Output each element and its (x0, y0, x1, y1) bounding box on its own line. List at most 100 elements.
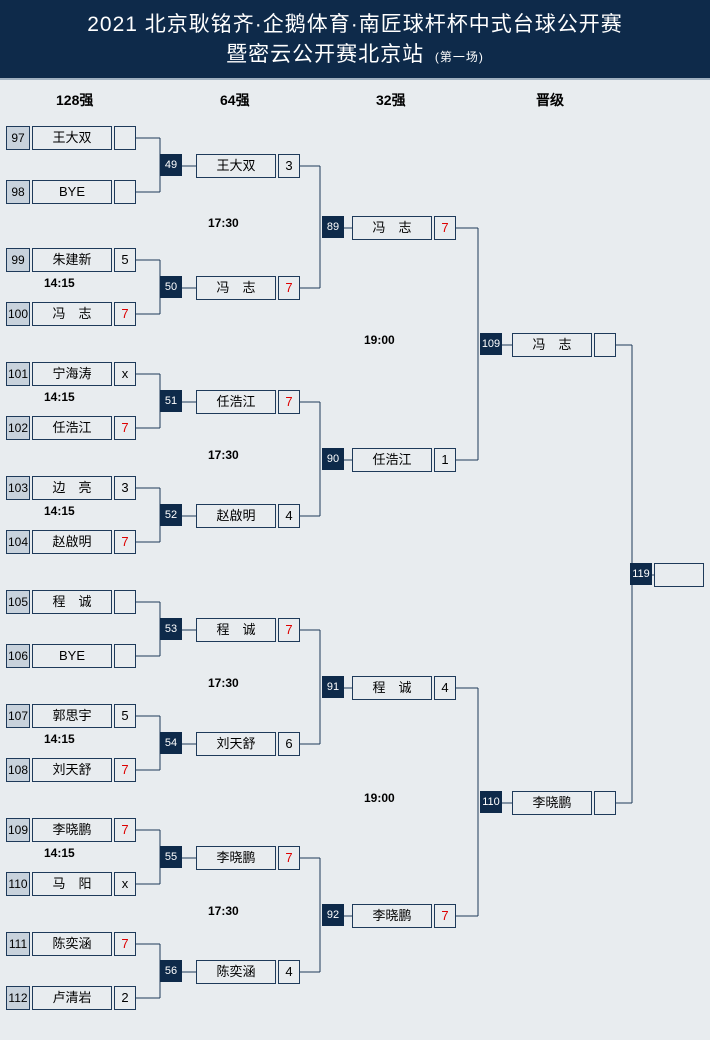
player-r128: 李晓鹏 (32, 818, 112, 842)
matchnum-final: 119 (630, 563, 652, 585)
player-r128: 朱建新 (32, 248, 112, 272)
time-r128: 14:15 (44, 276, 75, 290)
matchnum-32: 91 (322, 676, 344, 698)
player-r32: 程 诚 (352, 676, 432, 700)
score-r128: 7 (114, 758, 136, 782)
score-r64: 7 (278, 846, 300, 870)
player-r128: 陈奕涵 (32, 932, 112, 956)
score-r128 (114, 644, 136, 668)
score-r64: 7 (278, 276, 300, 300)
time-r128: 14:15 (44, 390, 75, 404)
score-r128 (114, 126, 136, 150)
score-r128 (114, 590, 136, 614)
score-r128: x (114, 362, 136, 386)
player-r128: 赵啟明 (32, 530, 112, 554)
score-r128: 5 (114, 248, 136, 272)
player-adv: 冯 志 (512, 333, 592, 357)
score-r128: 3 (114, 476, 136, 500)
matchnum-64: 56 (160, 960, 182, 982)
player-r128: 冯 志 (32, 302, 112, 326)
player-r128: 任浩江 (32, 416, 112, 440)
time-r32: 19:00 (364, 333, 395, 347)
seed-r128: 104 (6, 530, 30, 554)
player-r64: 冯 志 (196, 276, 276, 300)
seed-r128: 109 (6, 818, 30, 842)
player-r64: 陈奕涵 (196, 960, 276, 984)
seed-r128: 106 (6, 644, 30, 668)
seed-r128: 101 (6, 362, 30, 386)
score-r128: 7 (114, 302, 136, 326)
title-line2-main: 暨密云公开赛北京站 (226, 43, 424, 66)
seed-r128: 108 (6, 758, 30, 782)
seed-r128: 107 (6, 704, 30, 728)
player-r64: 王大双 (196, 154, 276, 178)
title-line2-sub: (第一场) (435, 50, 484, 64)
player-r64: 赵啟明 (196, 504, 276, 528)
matchnum-adv: 110 (480, 791, 502, 813)
player-r128: 边 亮 (32, 476, 112, 500)
score-r64: 4 (278, 960, 300, 984)
matchnum-32: 89 (322, 216, 344, 238)
bracket-canvas: 128强 64强 32强 晋级 97王大双98BYE99朱建新5100冯 志71… (0, 80, 710, 1040)
header-adv: 晋级 (536, 90, 564, 110)
player-r32: 李晓鹏 (352, 904, 432, 928)
player-r128: BYE (32, 644, 112, 668)
score-r32: 4 (434, 676, 456, 700)
title-line1: 2021 北京耿铭齐·企鹅体育·南匠球杆杯中式台球公开赛 (10, 8, 700, 38)
player-r32: 冯 志 (352, 216, 432, 240)
score-r32: 7 (434, 216, 456, 240)
score-r128: 2 (114, 986, 136, 1010)
player-r64: 刘天舒 (196, 732, 276, 756)
score-r64: 3 (278, 154, 300, 178)
seed-r128: 97 (6, 126, 30, 150)
player-r128: 程 诚 (32, 590, 112, 614)
score-r32: 1 (434, 448, 456, 472)
title-bar: 2021 北京耿铭齐·企鹅体育·南匠球杆杯中式台球公开赛 暨密云公开赛北京站 (… (0, 0, 710, 80)
player-r128: 王大双 (32, 126, 112, 150)
header-r64: 64强 (220, 90, 250, 110)
score-r128: 7 (114, 932, 136, 956)
player-r128: 郭思宇 (32, 704, 112, 728)
player-r128: 宁海涛 (32, 362, 112, 386)
player-r64: 程 诚 (196, 618, 276, 642)
matchnum-64: 52 (160, 504, 182, 526)
seed-r128: 110 (6, 872, 30, 896)
seed-r128: 102 (6, 416, 30, 440)
seed-r128: 103 (6, 476, 30, 500)
time-r64: 17:30 (208, 448, 239, 462)
seed-r128: 100 (6, 302, 30, 326)
score-r64: 6 (278, 732, 300, 756)
player-r32: 任浩江 (352, 448, 432, 472)
matchnum-32: 90 (322, 448, 344, 470)
player-r128: 刘天舒 (32, 758, 112, 782)
player-final (654, 563, 704, 587)
seed-r128: 112 (6, 986, 30, 1010)
seed-r128: 111 (6, 932, 30, 956)
score-r128: 7 (114, 416, 136, 440)
seed-r128: 98 (6, 180, 30, 204)
score-r128: 7 (114, 530, 136, 554)
score-r128: 5 (114, 704, 136, 728)
player-r128: BYE (32, 180, 112, 204)
player-r128: 卢清岩 (32, 986, 112, 1010)
matchnum-64: 51 (160, 390, 182, 412)
seed-r128: 99 (6, 248, 30, 272)
matchnum-64: 53 (160, 618, 182, 640)
score-r128: 7 (114, 818, 136, 842)
time-r32: 19:00 (364, 791, 395, 805)
score-r128: x (114, 872, 136, 896)
time-r128: 14:15 (44, 846, 75, 860)
score-r64: 7 (278, 618, 300, 642)
player-r64: 任浩江 (196, 390, 276, 414)
matchnum-32: 92 (322, 904, 344, 926)
matchnum-64: 49 (160, 154, 182, 176)
score-adv (594, 333, 616, 357)
time-r128: 14:15 (44, 732, 75, 746)
score-r64: 7 (278, 390, 300, 414)
header-r128: 128强 (56, 90, 93, 110)
matchnum-64: 50 (160, 276, 182, 298)
time-r128: 14:15 (44, 504, 75, 518)
header-r32: 32强 (376, 90, 406, 110)
title-line2: 暨密云公开赛北京站 (第一场) (10, 38, 700, 68)
matchnum-adv: 109 (480, 333, 502, 355)
